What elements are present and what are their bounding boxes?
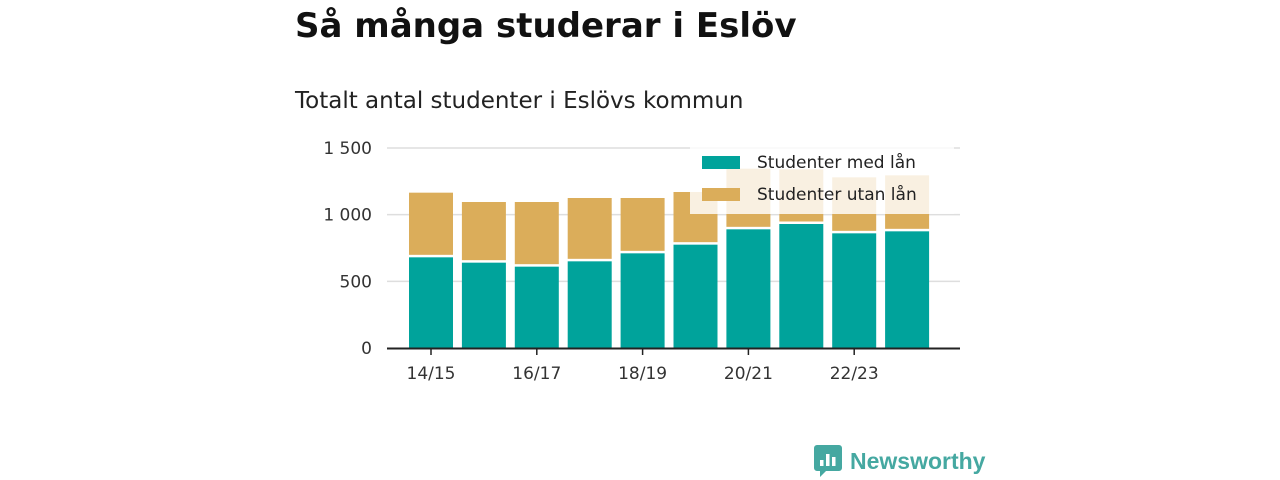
- x-tick-label: 22/23: [830, 364, 879, 384]
- y-tick-label: 1 000: [323, 206, 372, 226]
- legend-label: Studenter med lån: [757, 152, 916, 173]
- y-tick-label: 500: [340, 272, 372, 292]
- bar-studenter-med-lan: [832, 233, 877, 348]
- bar-studenter-med-lan: [567, 261, 612, 348]
- x-tick-label: 18/19: [618, 364, 667, 384]
- x-tick-label: 20/21: [724, 364, 773, 384]
- y-tick-label: 1 500: [323, 139, 372, 159]
- bar-studenter-med-lan: [885, 231, 930, 348]
- y-tick-label: 0: [361, 339, 372, 359]
- legend-label: Studenter utan lån: [757, 184, 917, 205]
- bar-studenter-med-lan: [673, 244, 718, 348]
- x-tick-label: 16/17: [512, 364, 561, 384]
- legend-background: [690, 140, 954, 214]
- bar-studenter-utan-lan: [461, 202, 506, 261]
- bar-studenter-utan-lan: [620, 198, 665, 251]
- brand-name: Newsworthy: [850, 447, 986, 474]
- x-tick-label: 14/15: [407, 364, 456, 384]
- bar-studenter-med-lan: [514, 266, 559, 348]
- axes: 0 500 1 000 1 500 14/15 16/17 18/19 20/21 22/23: [323, 139, 960, 384]
- legend: Studenter med lån Studenter utan lån: [690, 140, 954, 214]
- bar-studenter-utan-lan: [514, 202, 559, 265]
- bar-studenter-med-lan: [409, 257, 453, 348]
- chart-subtitle: Totalt antal studenter i Eslövs kommun: [295, 88, 744, 114]
- newsworthy-logo-icon: [814, 445, 842, 477]
- bar-studenter-med-lan: [461, 262, 506, 348]
- bar-studenter-utan-lan: [409, 192, 453, 255]
- bar-studenter-utan-lan: [567, 198, 612, 259]
- chart-title: Så många studerar i Eslöv: [295, 6, 797, 46]
- legend-swatch: [702, 156, 740, 169]
- newsworthy-logo: Newsworthy: [814, 444, 985, 478]
- legend-swatch: [702, 188, 740, 201]
- bar-studenter-med-lan: [779, 224, 824, 348]
- bar-studenter-med-lan: [726, 229, 771, 348]
- bar-studenter-med-lan: [620, 253, 665, 348]
